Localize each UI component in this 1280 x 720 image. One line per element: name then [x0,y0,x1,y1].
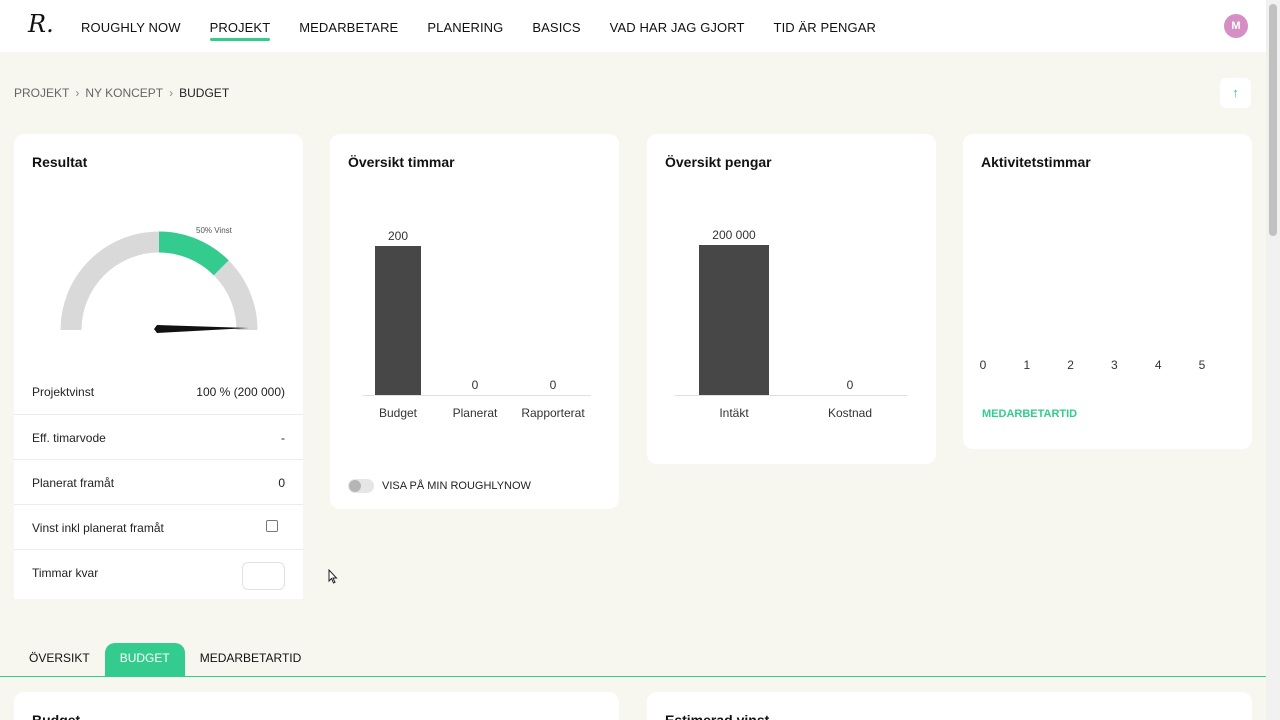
activity-card-title: Aktivitetstimmar [981,154,1091,170]
bar-value-label: 0 [846,378,854,392]
budget-card: Budget [14,692,619,720]
visa-toggle-label: VISA PÅ MIN ROUGHLYNOW [382,480,531,492]
money-card-title: Översikt pengar [665,154,772,170]
medarbetartid-link[interactable]: MEDARBETARTID [982,408,1078,420]
page-scrollbar[interactable] [1266,0,1280,720]
project-tabs: ÖVERSIKT BUDGET MEDARBETARTID [14,643,316,677]
breadcrumb-ny-koncept[interactable]: NY KONCEPT [85,86,164,100]
bar-category-label: Kostnad [827,406,873,420]
bar-category-label: Intäkt [719,406,749,420]
tab-oversikt[interactable]: ÖVERSIKT [29,651,90,665]
timmar-kvar-row: Timmar kvar [14,549,303,594]
gauge-track [60,231,258,331]
visa-toggle[interactable] [348,479,374,493]
chart-baseline [363,395,591,396]
bar-category-label: Rapporterat [521,406,585,420]
nav-item-tid-ar-pengar[interactable]: TID ÄR PENGAR [773,20,876,35]
tabs-divider [0,676,1266,677]
breadcrumb-separator: › [169,86,174,100]
activity-x-tick: 2 [1067,358,1074,372]
money-overview-card: Översikt pengar 200 000 Intäkt 0 Kostnad [647,134,936,464]
planerat-framat-row: Planerat framåt 0 [14,459,303,504]
activity-x-tick: 1 [1023,358,1031,372]
planerat-framat-label: Planerat framåt [32,476,115,490]
hours-card-title: Översikt timmar [348,154,455,170]
tab-medarbetartid[interactable]: MEDARBETARTID [199,651,302,665]
activity-x-tick: 5 [1198,358,1206,372]
app-logo[interactable]: R. [28,10,54,38]
arrow-up-icon: ↑ [1232,85,1239,100]
bar-value-label: 0 [549,378,557,392]
nav-item-projekt[interactable]: PROJEKT [209,0,271,52]
mouse-cursor-icon [328,569,338,584]
bar-category-label: Planerat [452,406,498,420]
bar-budget[interactable] [375,246,421,395]
chart-baseline [675,395,907,396]
nav-item-basics[interactable]: BASICS [532,20,581,35]
result-card-title: Resultat [32,154,88,170]
gauge-highlight [158,231,229,276]
profit-gauge: 50% Vinst [60,226,258,333]
breadcrumb-separator: › [75,86,80,100]
breadcrumb-projekt[interactable]: PROJEKT [14,86,70,100]
tab-budget[interactable]: BUDGET [104,643,185,677]
bar-value-label: 0 [471,378,479,392]
estimerad-vinst-card: Estimerad vinst [647,692,1252,720]
nav-item-roughly-now[interactable]: ROUGHLY NOW [81,20,181,35]
estimerad-vinst-card-title: Estimerad vinst [665,712,770,720]
nav-item-vad-har-jag-gjort[interactable]: VAD HAR JAG GJORT [609,20,745,35]
nav-item-medarbetare[interactable]: MEDARBETARE [299,20,399,35]
timmar-kvar-label: Timmar kvar [32,566,99,580]
vinst-inkl-checkbox[interactable] [266,520,278,532]
timmar-kvar-input[interactable] [242,562,285,590]
activity-x-tick: 4 [1154,358,1162,372]
bar-category-label: Budget [378,406,418,420]
projektvinst-label: Projektvinst [32,385,95,399]
scrollbar-thumb[interactable] [1269,4,1277,236]
activity-x-tick: 0 [979,358,987,372]
visa-toggle-row: VISA PÅ MIN ROUGHLYNOW [348,479,531,493]
eff-timarvode-label: Eff. timarvode [32,431,106,445]
vinst-inkl-label: Vinst inkl planerat framåt [32,521,164,535]
bar-value-label: 200 [387,229,409,243]
activity-x-tick: 3 [1111,358,1118,372]
vinst-inkl-row: Vinst inkl planerat framåt [14,504,303,549]
user-avatar[interactable]: M [1224,14,1248,38]
breadcrumb: PROJEKT › NY KONCEPT › BUDGET [14,86,229,100]
gauge-needle [154,325,249,333]
bar-intäkt[interactable] [699,245,769,395]
eff-timarvode-value: - [281,431,285,445]
gauge-label: 50% Vinst [196,226,233,235]
planerat-framat-value: 0 [278,476,285,490]
projektvinst-value: 100 % (200 000) [196,385,285,399]
hours-overview-card: Översikt timmar 200 Budget 0 Planerat 0 Rappo… [330,134,619,509]
top-navigation: R. ROUGHLY NOW PROJEKT MEDARBETARE PLANE… [0,0,1266,52]
result-card: Resultat 50% Vinst Projektvinst 100 % (2… [14,134,303,599]
breadcrumb-budget: BUDGET [179,86,230,100]
bar-value-label: 200 000 [712,228,756,242]
export-button[interactable]: ↑ [1220,78,1251,108]
activity-hours-card: Aktivitetstimmar 0 1 2 3 4 5 MEDARBETARTID [963,134,1252,449]
budget-card-title: Budget [32,712,81,720]
projektvinst-row: Projektvinst 100 % (200 000) [14,369,303,414]
eff-timarvode-row: Eff. timarvode - [14,414,303,459]
nav-menu: ROUGHLY NOW PROJEKT MEDARBETARE PLANERIN… [81,0,876,52]
nav-item-planering[interactable]: PLANERING [427,20,504,35]
